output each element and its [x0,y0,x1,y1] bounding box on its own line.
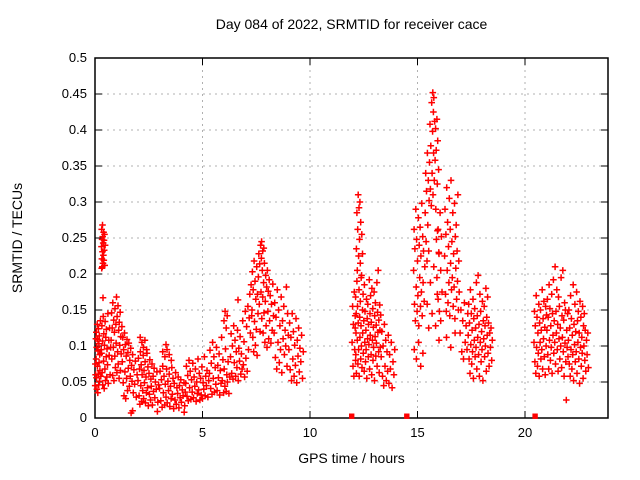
svg-text:0.1: 0.1 [69,338,87,353]
gridlines [95,58,608,418]
svg-text:0.3: 0.3 [69,194,87,209]
baseline-square-markers [349,413,538,419]
svg-text:0.45: 0.45 [62,86,87,101]
svg-text:0: 0 [80,410,87,425]
scatter-points [91,89,592,417]
svg-text:0: 0 [91,425,98,440]
svg-text:0.05: 0.05 [62,374,87,389]
svg-text:0.2: 0.2 [69,266,87,281]
svg-text:0.35: 0.35 [62,158,87,173]
svg-text:15: 15 [410,425,424,440]
plot-border [94,57,609,419]
svg-text:0.4: 0.4 [69,122,87,137]
svg-text:5: 5 [199,425,206,440]
svg-text:0.25: 0.25 [62,230,87,245]
axis-ticks [94,57,608,419]
tick-labels: 0 5 10 15 20 0 0.05 0.1 0.15 0.2 0.25 0.3 0.35 0.4 0.4… [62,50,533,440]
svg-text:0.5: 0.5 [69,50,87,65]
x-axis-label: GPS time / hours [298,450,405,466]
chart-title: Day 084 of 2022, SRMTID for receiver cac… [215,16,488,32]
svg-text:20: 20 [518,425,532,440]
svg-text:10: 10 [303,425,317,440]
svg-text:0.15: 0.15 [62,302,87,317]
